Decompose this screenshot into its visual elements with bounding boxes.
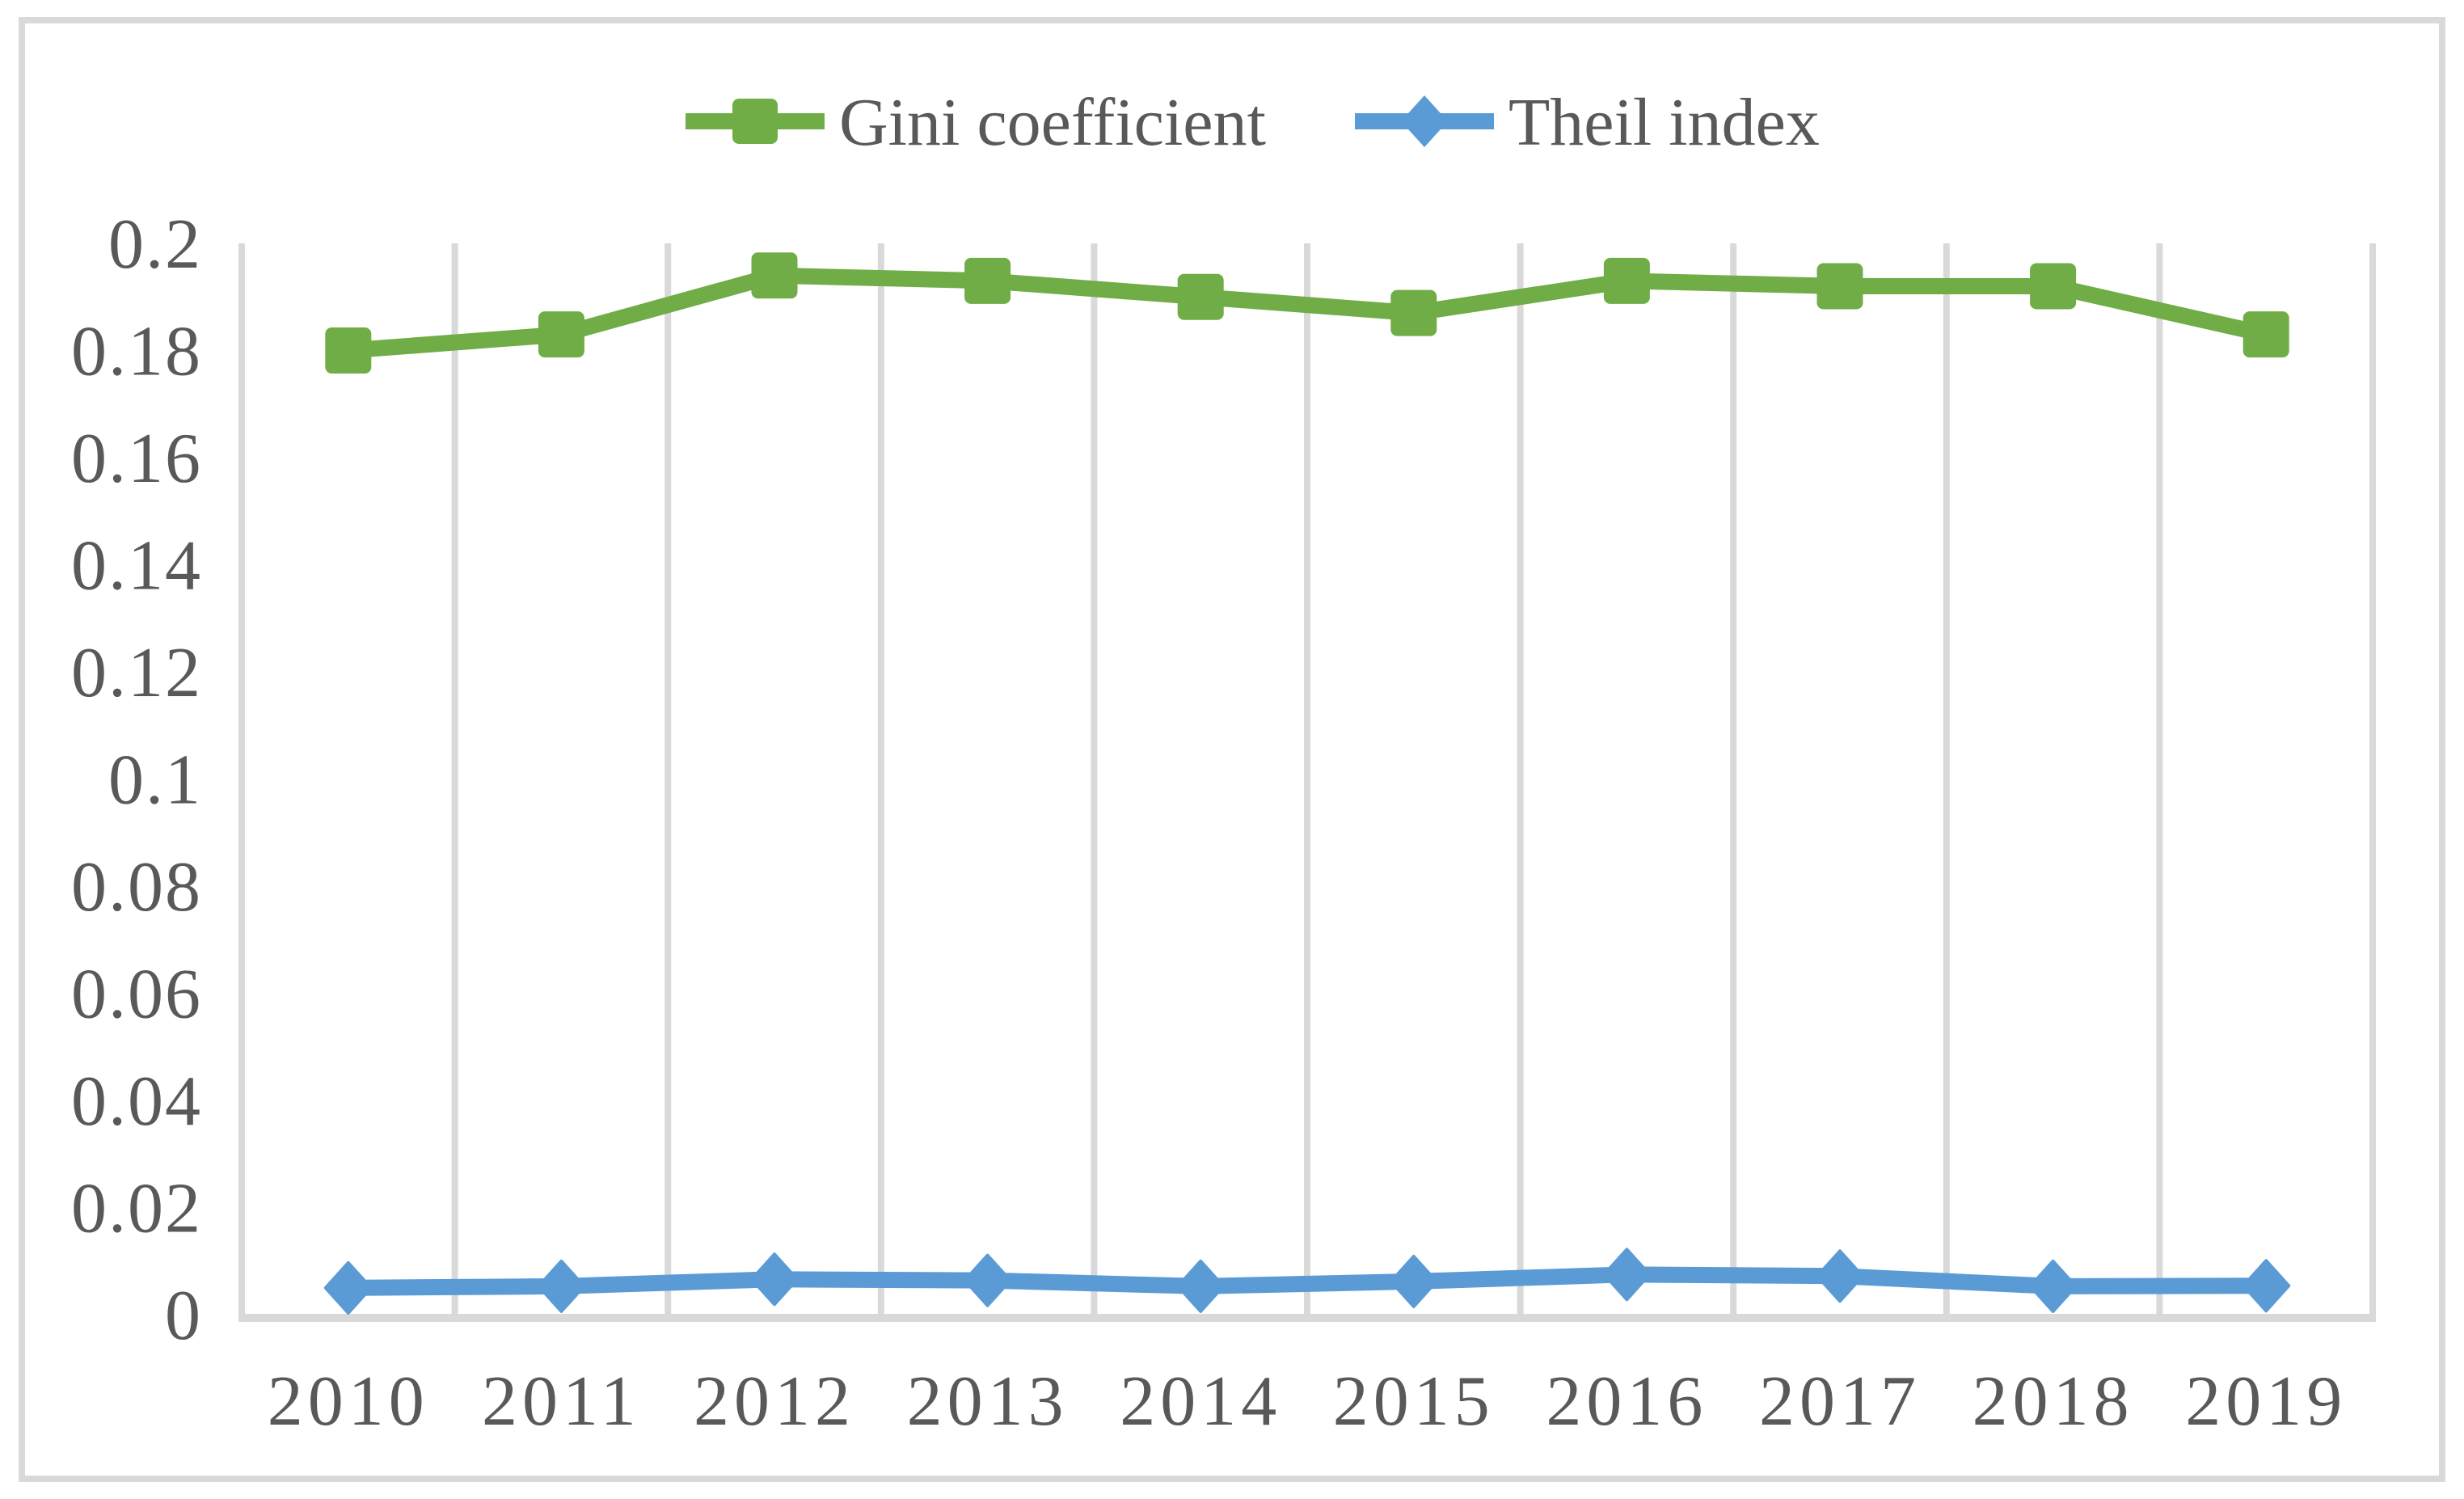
legend-label-theil-index: Theil index <box>1508 85 1820 160</box>
legend: Gini coefficient Theil index <box>686 85 1820 160</box>
theil-index-marker <box>750 1252 799 1307</box>
gini-coefficient-line <box>348 267 2268 359</box>
theil-index-marker <box>537 1259 586 1313</box>
x-tick-label: 2012 <box>694 1362 855 1441</box>
y-tick-label: 0.14 <box>71 527 202 606</box>
theil-index-line <box>348 1266 2267 1296</box>
y-tick-label: 0 <box>165 1277 202 1355</box>
gini-coefficient-marker <box>964 257 1011 304</box>
theil-index-marker <box>963 1253 1012 1307</box>
y-tick-label: 0.08 <box>71 848 202 927</box>
x-tick-label: 2017 <box>1759 1362 1921 1441</box>
y-tick-label: 0.04 <box>71 1062 202 1141</box>
y-tick-label: 0.12 <box>71 634 202 712</box>
gini-coefficient-marker <box>751 252 798 299</box>
y-tick-label: 0.18 <box>71 313 202 391</box>
y-tick-label: 0.2 <box>108 205 202 284</box>
legend-item-gini-coefficient: Gini coefficient <box>686 85 1266 160</box>
theil-index-marker <box>1176 1259 1226 1313</box>
gini-coefficient-marker <box>2242 311 2289 358</box>
x-tick-label: 2015 <box>1333 1362 1495 1441</box>
gini-coefficient-marker <box>538 311 584 358</box>
x-tick-label: 2014 <box>1120 1362 1281 1441</box>
x-tick-label: 2013 <box>907 1362 1069 1441</box>
theil-index-marker <box>1816 1249 1864 1303</box>
gini-coefficient-marker <box>1816 263 1863 310</box>
theil-index-marker <box>1389 1254 1438 1308</box>
gini-coefficient-marker <box>1390 289 1437 336</box>
legend-diamond-marker-icon <box>1401 95 1448 147</box>
theil-index-marker <box>2028 1259 2078 1313</box>
theil-index-marker <box>323 1260 373 1315</box>
x-tick-label: 2011 <box>482 1362 641 1441</box>
x-tick-label: 2016 <box>1546 1362 1707 1441</box>
legend-square-marker-icon <box>732 99 778 144</box>
gini-coefficient-marker <box>1177 273 1224 320</box>
gini-coefficient-marker <box>325 327 372 374</box>
x-tick-label: 2019 <box>2185 1362 2347 1441</box>
y-tick-label: 0.02 <box>71 1170 202 1248</box>
legend-item-theil-index: Theil index <box>1355 85 1820 160</box>
y-tick-label: 0.06 <box>71 956 202 1034</box>
x-tick-label: 2018 <box>1972 1362 2134 1441</box>
x-tick-label: 2010 <box>268 1362 429 1441</box>
chart-frame-border <box>19 17 2445 1482</box>
legend-label-gini-coefficient: Gini coefficient <box>839 85 1266 160</box>
gini-coefficient-marker <box>2030 263 2077 310</box>
theil-index-marker <box>2242 1259 2291 1313</box>
y-tick-label: 0.16 <box>71 420 202 498</box>
theil-index-marker <box>1602 1248 1652 1302</box>
gini-coefficient-marker <box>1603 257 1650 304</box>
plot-area: 0 0.02 0.04 0.06 0.08 0.1 0.12 0.14 0.16 0.18 0.2 2… <box>71 205 2376 1441</box>
y-tick-label: 0.1 <box>108 741 202 820</box>
